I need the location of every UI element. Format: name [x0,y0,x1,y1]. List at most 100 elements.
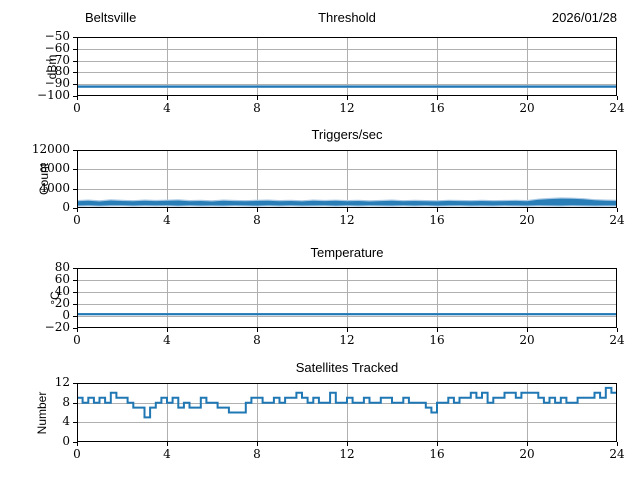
y-tick-mark [73,208,77,209]
x-tick-label: 12 [339,101,355,115]
data-noise-band [77,198,617,206]
x-tick-mark [167,442,168,446]
x-tick-label: 24 [609,447,625,461]
y-tick-mark [73,150,77,151]
y-tick-label: 80 [54,260,70,274]
y-tick-mark [73,37,77,38]
y-tick-mark [73,169,77,170]
y-tick-label: −50 [44,29,70,43]
y-tick-label: 0 [62,200,70,214]
x-tick-mark [77,96,78,100]
x-tick-label: 4 [163,333,171,347]
y-tick-label: 8000 [39,161,70,175]
x-tick-label: 20 [519,333,535,347]
plot-spine [77,383,617,442]
date-label: 2026/01/28 [551,10,617,25]
x-tick-label: 16 [429,213,445,227]
y-tick-mark [73,61,77,62]
subplot-temperature-header: Temperature [77,245,617,263]
chart-title-temperature: Temperature [310,245,384,260]
x-tick-mark [77,442,78,446]
x-tick-mark [347,442,348,446]
x-tick-mark [77,328,78,332]
plot-spine [77,268,617,328]
data-step-line [77,386,617,419]
y-tick-label: −70 [44,53,70,67]
y-tick-label: 20 [54,296,70,310]
subplot-satellites-tracked-header: Satellites Tracked [77,360,617,378]
x-tick-mark [617,208,618,212]
chart-title-satellites-tracked: Satellites Tracked [295,360,399,375]
y-tick-mark [73,328,77,329]
x-tick-label: 4 [163,447,171,461]
y-tick-label: −100 [37,88,70,102]
plot-area-threshold [77,37,617,96]
x-tick-mark [257,208,258,212]
y-tick-label: 60 [54,272,70,286]
x-tick-mark [527,328,528,332]
plot-spine [77,37,617,96]
x-tick-mark [167,96,168,100]
chart-title-threshold: Threshold [318,10,376,25]
y-tick-mark [73,304,77,305]
x-tick-mark [437,208,438,212]
y-tick-label: −80 [44,64,70,78]
x-tick-label: 8 [253,447,261,461]
plot-area-satellites-tracked [77,383,617,442]
y-tick-label: 8 [62,395,70,409]
x-tick-mark [347,208,348,212]
x-tick-mark [167,328,168,332]
x-tick-label: 4 [163,213,171,227]
chart-title-triggers-sec: Triggers/sec [311,127,383,142]
y-tick-mark [73,72,77,73]
y-tick-label: 0 [62,434,70,448]
x-tick-label: 16 [429,101,445,115]
x-tick-mark [617,328,618,332]
x-tick-mark [347,96,348,100]
x-tick-label: 12 [339,333,355,347]
plot-area-triggers-sec [77,150,617,208]
x-tick-mark [527,208,528,212]
x-tick-label: 0 [73,333,81,347]
x-tick-label: 0 [73,447,81,461]
y-tick-mark [73,49,77,50]
y-tick-mark [73,383,77,384]
y-tick-label: 12000 [31,142,70,156]
x-tick-label: 20 [519,213,535,227]
x-tick-label: 0 [73,213,81,227]
x-tick-label: 8 [253,333,261,347]
x-tick-mark [167,208,168,212]
subplot-triggers-sec-header: Triggers/sec [77,127,617,145]
x-tick-label: 20 [519,447,535,461]
x-tick-mark [617,96,618,100]
x-tick-mark [527,96,528,100]
y-tick-mark [73,292,77,293]
x-tick-label: 12 [339,447,355,461]
y-tick-mark [73,316,77,317]
x-tick-mark [257,328,258,332]
x-tick-mark [437,96,438,100]
x-tick-label: 8 [253,213,261,227]
x-tick-mark [437,442,438,446]
x-tick-label: 8 [253,101,261,115]
x-tick-label: 24 [609,333,625,347]
x-tick-mark [77,208,78,212]
x-tick-mark [527,442,528,446]
plot-spine [77,150,617,208]
x-tick-label: 24 [609,101,625,115]
x-tick-mark [257,96,258,100]
y-tick-mark [73,268,77,269]
x-tick-label: 16 [429,333,445,347]
x-tick-mark [437,328,438,332]
y-tick-label: −20 [44,320,70,334]
y-tick-label: 12 [54,375,70,389]
y-tick-mark [73,403,77,404]
x-tick-label: 12 [339,213,355,227]
y-tick-mark [73,84,77,85]
y-tick-label: 0 [62,308,70,322]
y-tick-label: −90 [44,76,70,90]
y-tick-label: −60 [44,41,70,55]
x-tick-mark [347,328,348,332]
x-tick-label: 16 [429,447,445,461]
